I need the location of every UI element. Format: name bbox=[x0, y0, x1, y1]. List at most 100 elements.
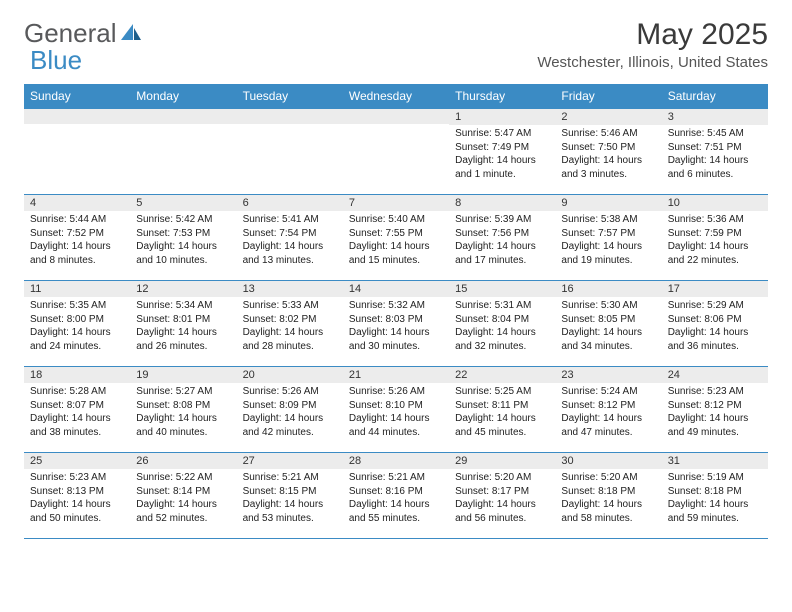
daylight-text: Daylight: 14 hours and 24 minutes. bbox=[30, 326, 124, 353]
sunset-text: Sunset: 7:57 PM bbox=[561, 227, 655, 241]
daylight-text: Daylight: 14 hours and 56 minutes. bbox=[455, 498, 549, 525]
day-details: Sunrise: 5:24 AMSunset: 8:12 PMDaylight:… bbox=[555, 383, 661, 443]
day-details: Sunrise: 5:20 AMSunset: 8:18 PMDaylight:… bbox=[555, 469, 661, 529]
sunrise-text: Sunrise: 5:34 AM bbox=[136, 299, 230, 313]
day-details: Sunrise: 5:34 AMSunset: 8:01 PMDaylight:… bbox=[130, 297, 236, 357]
daylight-text: Daylight: 14 hours and 50 minutes. bbox=[30, 498, 124, 525]
calendar-day-cell: 19Sunrise: 5:27 AMSunset: 8:08 PMDayligh… bbox=[130, 367, 236, 453]
day-number: 8 bbox=[449, 195, 555, 211]
logo-sail-icon bbox=[119, 18, 143, 49]
sunset-text: Sunset: 8:00 PM bbox=[30, 313, 124, 327]
sunrise-text: Sunrise: 5:40 AM bbox=[349, 213, 443, 227]
sunrise-text: Sunrise: 5:47 AM bbox=[455, 127, 549, 141]
daylight-text: Daylight: 14 hours and 30 minutes. bbox=[349, 326, 443, 353]
daylight-text: Daylight: 14 hours and 55 minutes. bbox=[349, 498, 443, 525]
day-number: 13 bbox=[237, 281, 343, 297]
calendar-day-cell: 29Sunrise: 5:20 AMSunset: 8:17 PMDayligh… bbox=[449, 453, 555, 539]
calendar-day-cell: 8Sunrise: 5:39 AMSunset: 7:56 PMDaylight… bbox=[449, 195, 555, 281]
calendar-week-row: 11Sunrise: 5:35 AMSunset: 8:00 PMDayligh… bbox=[24, 281, 768, 367]
calendar-day-cell: 12Sunrise: 5:34 AMSunset: 8:01 PMDayligh… bbox=[130, 281, 236, 367]
day-number: 26 bbox=[130, 453, 236, 469]
sunset-text: Sunset: 8:03 PM bbox=[349, 313, 443, 327]
calendar-day-cell: 28Sunrise: 5:21 AMSunset: 8:16 PMDayligh… bbox=[343, 453, 449, 539]
sunrise-text: Sunrise: 5:20 AM bbox=[561, 471, 655, 485]
sunset-text: Sunset: 7:52 PM bbox=[30, 227, 124, 241]
sunrise-text: Sunrise: 5:32 AM bbox=[349, 299, 443, 313]
day-details: Sunrise: 5:47 AMSunset: 7:49 PMDaylight:… bbox=[449, 125, 555, 185]
sunset-text: Sunset: 8:08 PM bbox=[136, 399, 230, 413]
day-details: Sunrise: 5:45 AMSunset: 7:51 PMDaylight:… bbox=[662, 125, 768, 185]
sunrise-text: Sunrise: 5:19 AM bbox=[668, 471, 762, 485]
calendar-day-cell bbox=[130, 109, 236, 195]
calendar-day-cell: 9Sunrise: 5:38 AMSunset: 7:57 PMDaylight… bbox=[555, 195, 661, 281]
sunset-text: Sunset: 8:12 PM bbox=[668, 399, 762, 413]
day-number bbox=[237, 109, 343, 124]
month-title: May 2025 bbox=[537, 18, 768, 52]
day-details: Sunrise: 5:20 AMSunset: 8:17 PMDaylight:… bbox=[449, 469, 555, 529]
day-details: Sunrise: 5:46 AMSunset: 7:50 PMDaylight:… bbox=[555, 125, 661, 185]
day-header: Saturday bbox=[662, 84, 768, 109]
calendar-day-cell: 6Sunrise: 5:41 AMSunset: 7:54 PMDaylight… bbox=[237, 195, 343, 281]
day-header-row: Sunday Monday Tuesday Wednesday Thursday… bbox=[24, 84, 768, 109]
day-details: Sunrise: 5:29 AMSunset: 8:06 PMDaylight:… bbox=[662, 297, 768, 357]
calendar-day-cell: 26Sunrise: 5:22 AMSunset: 8:14 PMDayligh… bbox=[130, 453, 236, 539]
day-number: 2 bbox=[555, 109, 661, 125]
calendar-day-cell: 14Sunrise: 5:32 AMSunset: 8:03 PMDayligh… bbox=[343, 281, 449, 367]
sunrise-text: Sunrise: 5:33 AM bbox=[243, 299, 337, 313]
day-number: 28 bbox=[343, 453, 449, 469]
day-details: Sunrise: 5:36 AMSunset: 7:59 PMDaylight:… bbox=[662, 211, 768, 271]
day-header: Tuesday bbox=[237, 84, 343, 109]
sunset-text: Sunset: 8:18 PM bbox=[668, 485, 762, 499]
calendar-day-cell: 22Sunrise: 5:25 AMSunset: 8:11 PMDayligh… bbox=[449, 367, 555, 453]
day-number: 29 bbox=[449, 453, 555, 469]
day-header: Monday bbox=[130, 84, 236, 109]
calendar-day-cell: 30Sunrise: 5:20 AMSunset: 8:18 PMDayligh… bbox=[555, 453, 661, 539]
calendar-week-row: 18Sunrise: 5:28 AMSunset: 8:07 PMDayligh… bbox=[24, 367, 768, 453]
calendar-day-cell: 24Sunrise: 5:23 AMSunset: 8:12 PMDayligh… bbox=[662, 367, 768, 453]
day-number: 21 bbox=[343, 367, 449, 383]
sunset-text: Sunset: 8:13 PM bbox=[30, 485, 124, 499]
sunrise-text: Sunrise: 5:23 AM bbox=[668, 385, 762, 399]
calendar-body: 1Sunrise: 5:47 AMSunset: 7:49 PMDaylight… bbox=[24, 109, 768, 539]
day-header: Friday bbox=[555, 84, 661, 109]
sunset-text: Sunset: 8:14 PM bbox=[136, 485, 230, 499]
sunrise-text: Sunrise: 5:29 AM bbox=[668, 299, 762, 313]
sunset-text: Sunset: 7:50 PM bbox=[561, 141, 655, 155]
day-header: Sunday bbox=[24, 84, 130, 109]
sunrise-text: Sunrise: 5:39 AM bbox=[455, 213, 549, 227]
sunrise-text: Sunrise: 5:23 AM bbox=[30, 471, 124, 485]
sunset-text: Sunset: 7:54 PM bbox=[243, 227, 337, 241]
calendar-day-cell: 15Sunrise: 5:31 AMSunset: 8:04 PMDayligh… bbox=[449, 281, 555, 367]
daylight-text: Daylight: 14 hours and 47 minutes. bbox=[561, 412, 655, 439]
day-number: 16 bbox=[555, 281, 661, 297]
sunset-text: Sunset: 8:12 PM bbox=[561, 399, 655, 413]
sunrise-text: Sunrise: 5:27 AM bbox=[136, 385, 230, 399]
sunrise-text: Sunrise: 5:42 AM bbox=[136, 213, 230, 227]
calendar-day-cell: 27Sunrise: 5:21 AMSunset: 8:15 PMDayligh… bbox=[237, 453, 343, 539]
daylight-text: Daylight: 14 hours and 38 minutes. bbox=[30, 412, 124, 439]
calendar-day-cell bbox=[24, 109, 130, 195]
sunset-text: Sunset: 7:51 PM bbox=[668, 141, 762, 155]
day-header: Wednesday bbox=[343, 84, 449, 109]
calendar-day-cell: 18Sunrise: 5:28 AMSunset: 8:07 PMDayligh… bbox=[24, 367, 130, 453]
calendar-day-cell: 5Sunrise: 5:42 AMSunset: 7:53 PMDaylight… bbox=[130, 195, 236, 281]
day-details: Sunrise: 5:40 AMSunset: 7:55 PMDaylight:… bbox=[343, 211, 449, 271]
daylight-text: Daylight: 14 hours and 32 minutes. bbox=[455, 326, 549, 353]
calendar-day-cell: 21Sunrise: 5:26 AMSunset: 8:10 PMDayligh… bbox=[343, 367, 449, 453]
day-number: 25 bbox=[24, 453, 130, 469]
calendar-day-cell: 4Sunrise: 5:44 AMSunset: 7:52 PMDaylight… bbox=[24, 195, 130, 281]
sunset-text: Sunset: 7:53 PM bbox=[136, 227, 230, 241]
daylight-text: Daylight: 14 hours and 22 minutes. bbox=[668, 240, 762, 267]
daylight-text: Daylight: 14 hours and 6 minutes. bbox=[668, 154, 762, 181]
calendar-day-cell: 11Sunrise: 5:35 AMSunset: 8:00 PMDayligh… bbox=[24, 281, 130, 367]
day-number: 7 bbox=[343, 195, 449, 211]
day-number bbox=[343, 109, 449, 124]
sunrise-text: Sunrise: 5:45 AM bbox=[668, 127, 762, 141]
day-details: Sunrise: 5:22 AMSunset: 8:14 PMDaylight:… bbox=[130, 469, 236, 529]
day-number: 15 bbox=[449, 281, 555, 297]
sunset-text: Sunset: 8:18 PM bbox=[561, 485, 655, 499]
day-number: 30 bbox=[555, 453, 661, 469]
day-number: 4 bbox=[24, 195, 130, 211]
sunrise-text: Sunrise: 5:30 AM bbox=[561, 299, 655, 313]
calendar-week-row: 4Sunrise: 5:44 AMSunset: 7:52 PMDaylight… bbox=[24, 195, 768, 281]
